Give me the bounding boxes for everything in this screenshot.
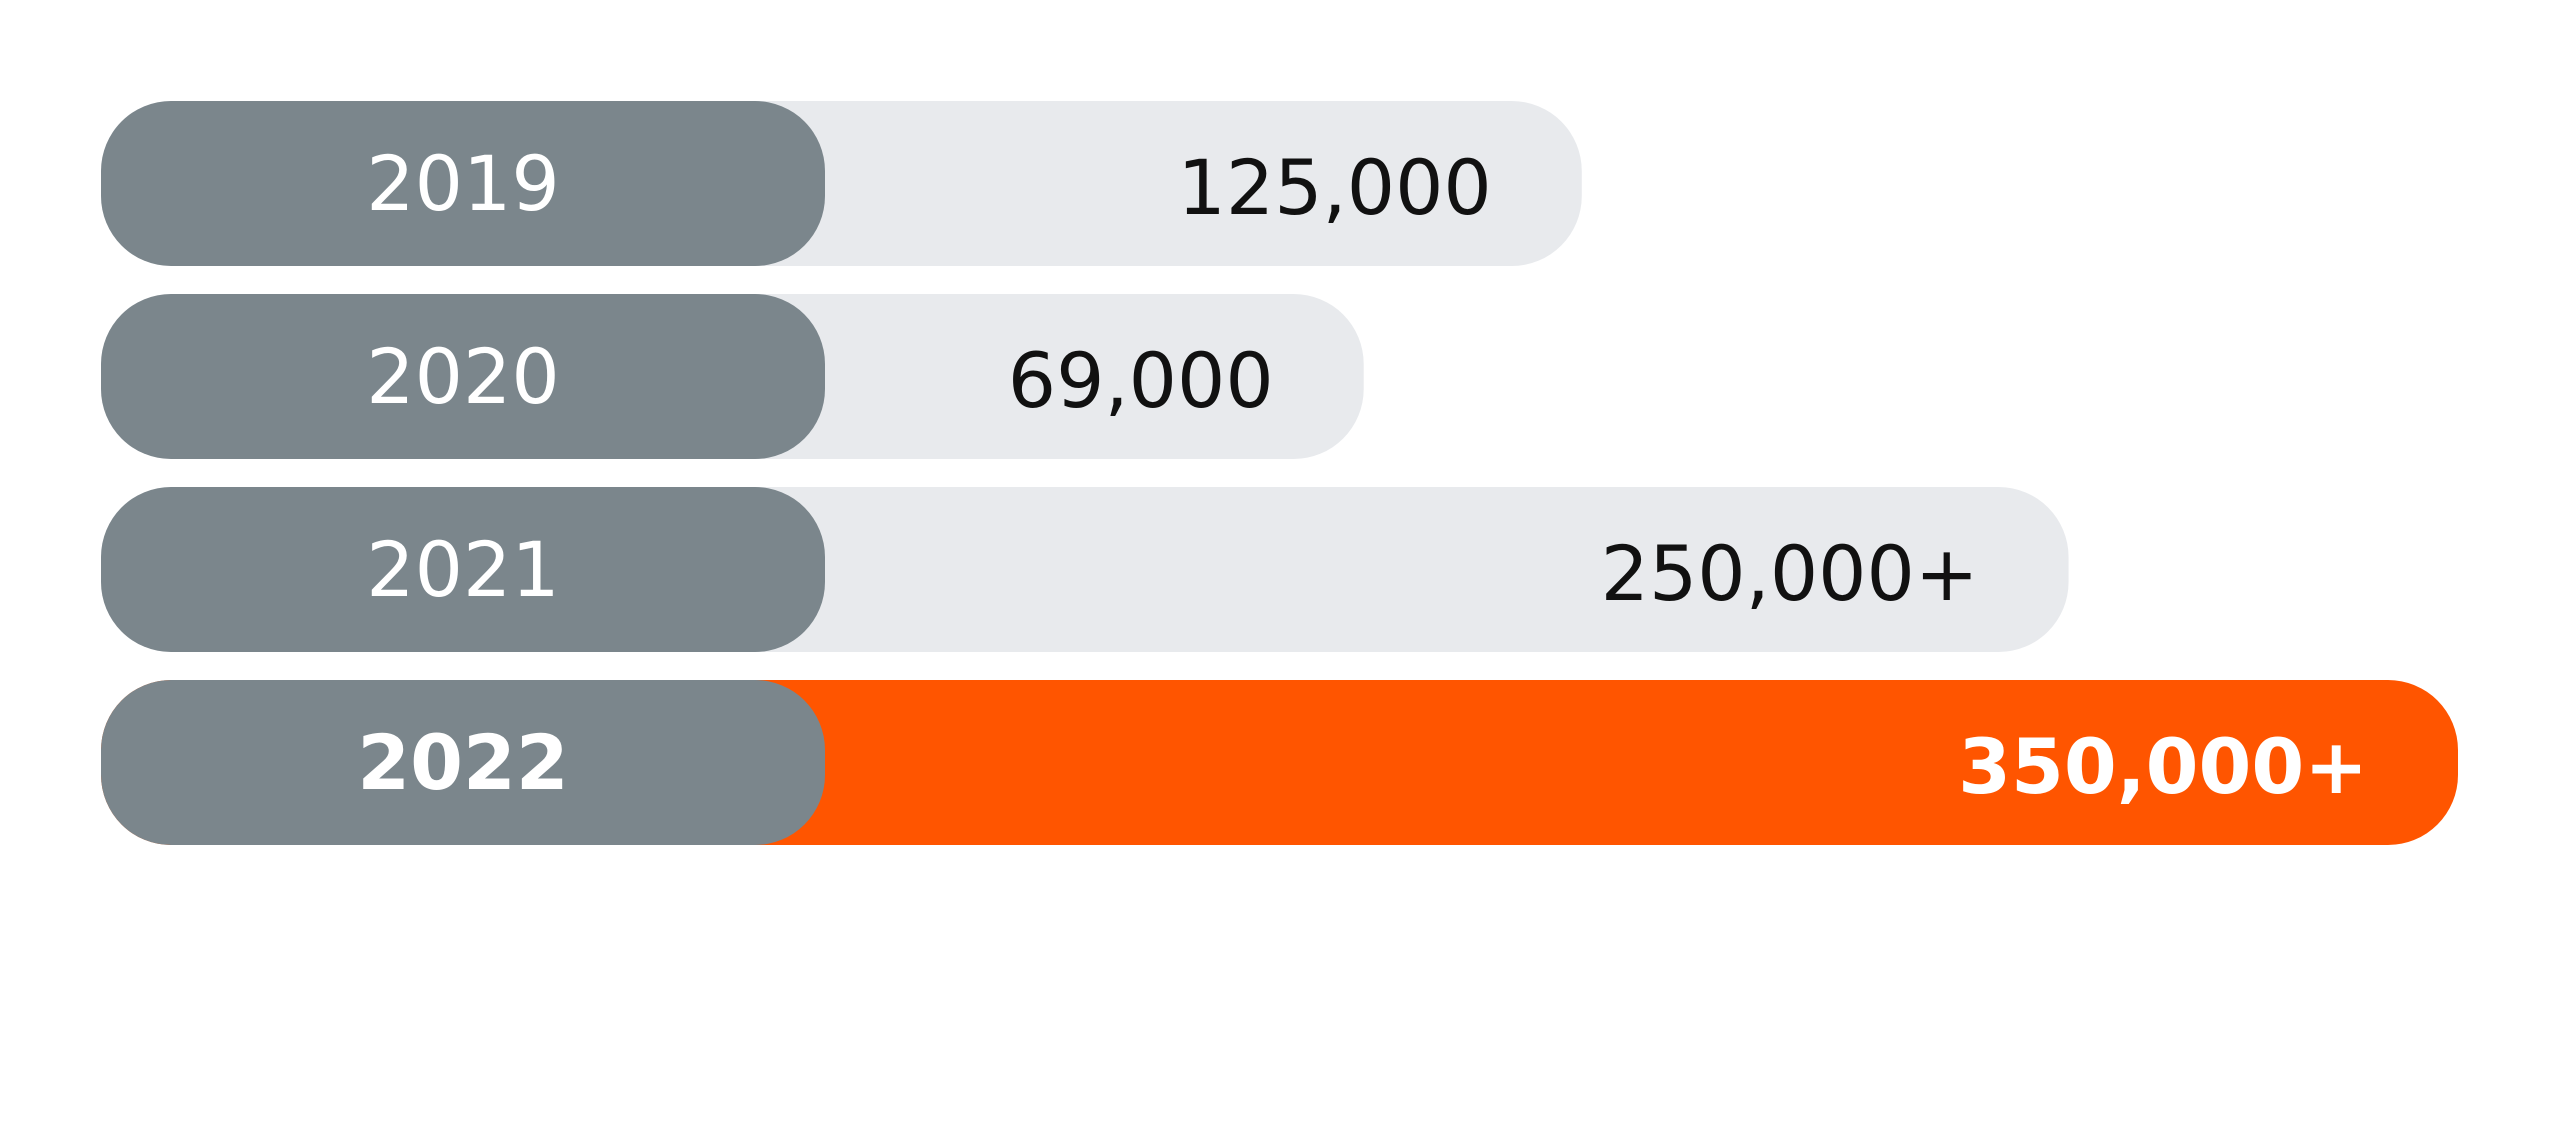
value-label: 350,000+ [1958,722,2368,811]
category-label: 2019 [366,139,559,228]
label-pill [101,680,825,845]
label-pill [101,101,825,266]
label-pill [101,294,825,459]
value-label: 69,000 [1008,336,1274,425]
category-label: 2022 [357,718,569,807]
value-label: 125,000 [1178,143,1492,232]
label-pill [101,487,825,652]
category-label: 2020 [366,332,559,421]
value-label: 250,000+ [1601,529,1979,618]
category-label: 2021 [366,525,559,614]
